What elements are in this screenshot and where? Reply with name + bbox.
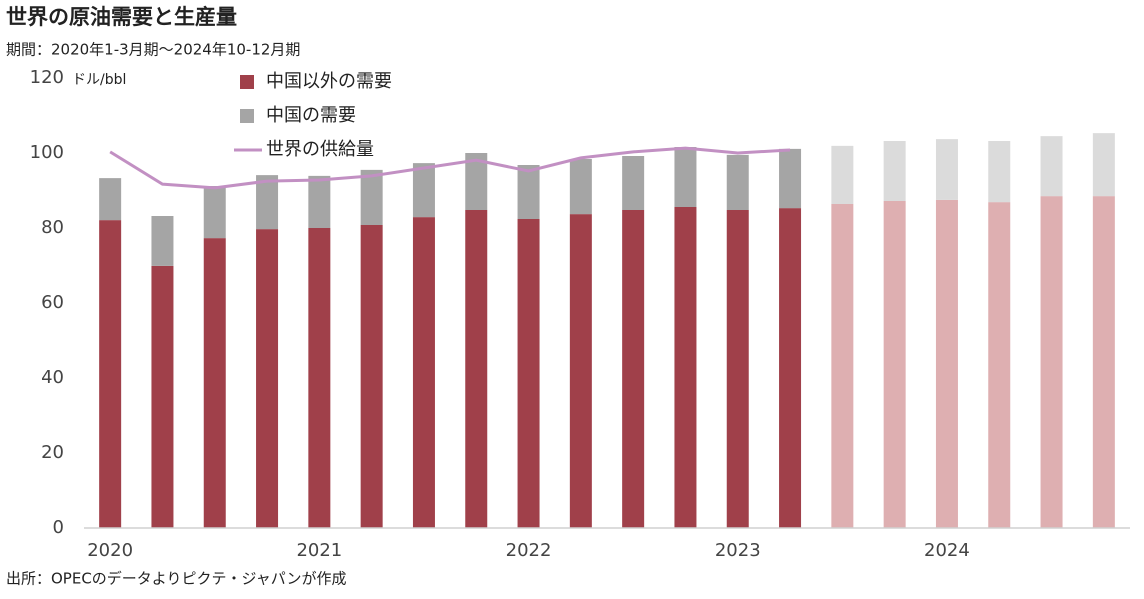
bar-segment bbox=[935, 199, 958, 528]
source: 出所：OPECのデータよりピクテ・ジャパンが作成 bbox=[6, 570, 347, 588]
bar-segment bbox=[412, 163, 435, 218]
bar-segment bbox=[203, 186, 226, 239]
legend-label: 中国以外の需要 bbox=[266, 71, 392, 92]
bar-segment bbox=[622, 210, 645, 528]
bar-segment bbox=[779, 148, 802, 209]
y-tick-label: 60 bbox=[41, 292, 64, 313]
y-tick-label: 80 bbox=[41, 217, 64, 238]
y-tick-label: 120 bbox=[30, 67, 64, 88]
bar-segment bbox=[988, 202, 1011, 528]
legend-swatch bbox=[240, 75, 254, 89]
bar-segment bbox=[99, 220, 122, 528]
bar-segment bbox=[256, 229, 279, 528]
bar-segment bbox=[151, 265, 174, 528]
bar-segment bbox=[203, 238, 226, 528]
y-tick-label: 20 bbox=[41, 442, 64, 463]
bar-segment bbox=[99, 178, 122, 221]
bar-segment bbox=[517, 165, 540, 219]
bar-segment bbox=[151, 216, 174, 266]
x-tick-label: 2022 bbox=[506, 540, 552, 561]
bar-segment bbox=[465, 153, 488, 210]
bar-segment bbox=[674, 207, 697, 528]
chart-subtitle: 期間：2020年1-3月期～2024年10-12月期 bbox=[6, 41, 300, 59]
bar-segment bbox=[1040, 196, 1063, 528]
bar-segment bbox=[517, 219, 540, 528]
legend-label: 中国の需要 bbox=[266, 105, 356, 126]
bar-segment bbox=[622, 156, 645, 210]
bar-segment bbox=[308, 228, 331, 528]
bar-segment bbox=[831, 145, 854, 204]
x-tick-label: 2020 bbox=[87, 540, 133, 561]
bar-segment bbox=[569, 214, 592, 528]
bar-segment bbox=[465, 210, 488, 528]
bar-segment bbox=[831, 204, 854, 528]
y-tick-label: 40 bbox=[41, 367, 64, 388]
bar-segment bbox=[569, 159, 592, 215]
bar-segment bbox=[726, 154, 749, 210]
legend-label: 世界の供給量 bbox=[266, 139, 374, 160]
bar-segment bbox=[883, 141, 906, 201]
y-axis-label: ドル/bbl bbox=[72, 72, 126, 88]
bar-segment bbox=[674, 147, 697, 207]
bar-segment bbox=[308, 175, 331, 228]
bar-segment bbox=[412, 217, 435, 528]
y-tick-label: 100 bbox=[30, 142, 64, 163]
x-tick-label: 2023 bbox=[715, 540, 761, 561]
bar-segment bbox=[883, 201, 906, 528]
x-tick-label: 2021 bbox=[296, 540, 342, 561]
bar-segment bbox=[360, 225, 383, 528]
supply-line bbox=[109, 146, 791, 190]
bar-segment bbox=[1092, 196, 1115, 528]
bar-segment bbox=[779, 208, 802, 528]
x-tick-label: 2024 bbox=[924, 540, 970, 561]
legend-swatch bbox=[240, 109, 254, 123]
bar-segment bbox=[726, 210, 749, 528]
chart-title: 世界の原油需要と生産量 bbox=[6, 5, 237, 29]
bar-segment bbox=[360, 169, 383, 225]
bar-segment bbox=[1092, 133, 1115, 197]
bar-segment bbox=[935, 139, 958, 200]
bar-segment bbox=[1040, 136, 1063, 197]
bar-segment bbox=[988, 141, 1011, 203]
y-tick-label: 0 bbox=[53, 517, 64, 538]
bar-segment bbox=[256, 175, 279, 230]
